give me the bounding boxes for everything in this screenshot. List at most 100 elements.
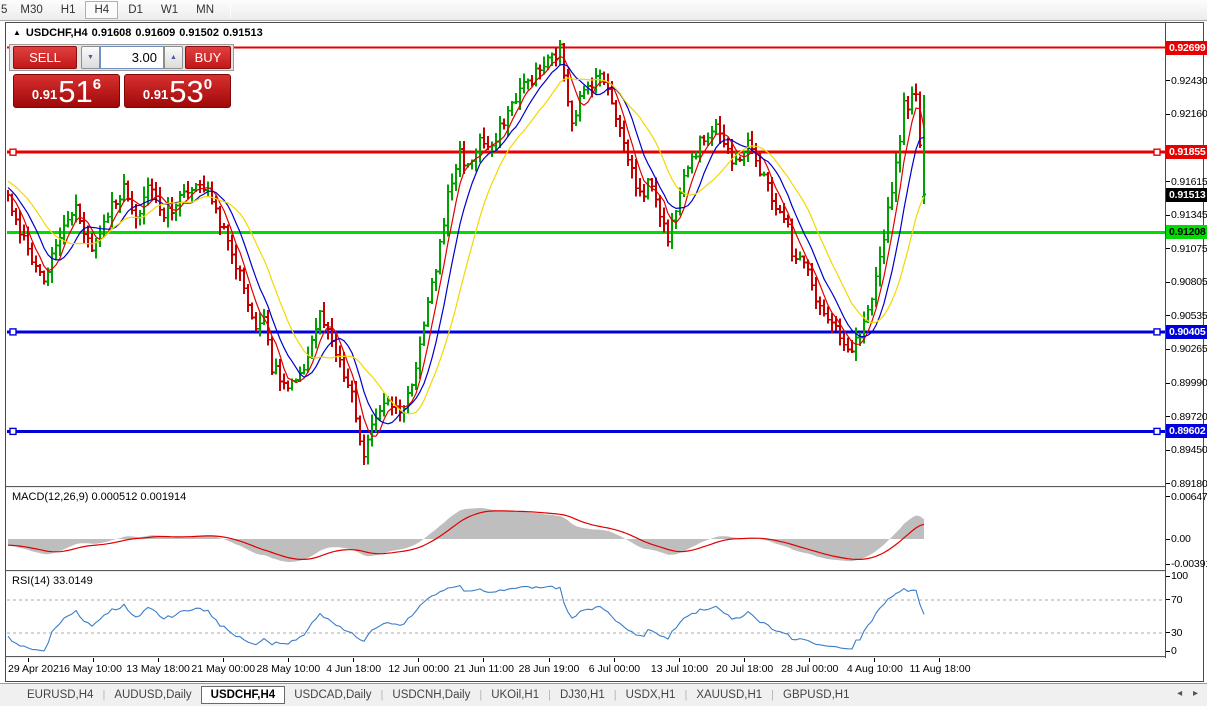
hline-anchor[interactable] (9, 427, 17, 436)
tab-separator: | (613, 689, 617, 701)
pane-separator-macd[interactable] (6, 486, 1166, 488)
volume-input[interactable] (100, 46, 164, 69)
time-tick-mark (93, 658, 94, 662)
price-axis[interactable]: 0.92430 0.92160 0.91615 0.91345 0.91075 0.908… (1166, 23, 1207, 681)
tab-USDCNH-Daily[interactable]: USDCNH,Daily (392, 689, 471, 701)
rsi-axis-label: 0 (1171, 645, 1177, 657)
time-tick-label: 12 Jun 00:00 (388, 663, 450, 675)
hline-anchor[interactable] (1153, 427, 1161, 436)
price-tick-label: 0.89720 (1171, 410, 1207, 423)
buy-button[interactable]: BUY (185, 46, 231, 69)
price-badge-0.91855: 0.91855 (1166, 145, 1207, 160)
price-tick-mark (1166, 315, 1170, 316)
price-tick-mark (1166, 215, 1170, 216)
rsi-axis-label: 70 (1171, 593, 1183, 606)
timeframe-MN[interactable]: MN (196, 4, 215, 16)
time-tick-mark (874, 658, 875, 662)
timeframe-W1[interactable]: W1 (160, 4, 179, 16)
timeframe-H1[interactable]: H1 (60, 4, 76, 16)
header-high: 0.91609 (135, 27, 176, 39)
tab-EURUSD-H4[interactable]: EURUSD,H4 (27, 689, 94, 701)
tab-scroll-left-icon[interactable]: ◂ (1177, 688, 1187, 699)
tab-XAUUSD-H1[interactable]: XAUUSD,H1 (696, 689, 763, 701)
header-open: 0.91608 (91, 27, 132, 39)
pane-separator-rsi[interactable] (6, 570, 1166, 572)
time-tick-label: 11 Aug 18:00 (909, 663, 971, 675)
time-tick-mark (679, 658, 680, 662)
time-tick-mark (223, 658, 224, 662)
tab-separator: | (380, 689, 384, 701)
hline-anchor[interactable] (9, 148, 17, 156)
buy-price-display[interactable]: 0.91 53 0 (124, 74, 231, 108)
tab-USDX-H1[interactable]: USDX,H1 (625, 689, 676, 701)
price-pane[interactable] (7, 24, 1166, 486)
price-tick-label: 0.89450 (1171, 444, 1207, 457)
tab-UKOil-H1[interactable]: UKOil,H1 (491, 689, 540, 701)
price-tick-label: 0.89990 (1171, 377, 1207, 390)
price-tick-mark (1166, 496, 1170, 497)
price-badge-0.91208: 0.91208 (1166, 225, 1207, 240)
tab-GBPUSD-H1[interactable]: GBPUSD,H1 (783, 689, 850, 701)
tab-USDCHF-H4[interactable]: USDCHF,H4 (200, 686, 286, 704)
rsi-axis-label: 30 (1171, 626, 1183, 639)
tab-DJ30-H1[interactable]: DJ30,H1 (560, 689, 605, 701)
toolbar-separator (230, 2, 232, 18)
sell-price-prefix: 0.91 (31, 87, 58, 102)
time-tick-label: 28 Jul 00:00 (781, 663, 839, 675)
header-symbol: USDCHF,H4 (25, 27, 88, 39)
price-tick-label: 0.89180 (1171, 477, 1207, 490)
time-tick-mark (939, 658, 940, 662)
hline-anchor[interactable] (1153, 328, 1161, 336)
macd-signal-line (7, 510, 925, 561)
time-tick-label: 20 Jul 18:00 (716, 663, 774, 675)
time-tick-label: 6 Jul 00:00 (588, 663, 641, 675)
down-bars (7, 43, 922, 465)
hline-anchor[interactable] (1153, 148, 1161, 156)
volume-increase-button[interactable]: ▲ (164, 46, 183, 69)
price-tick-label: 0.90805 (1171, 276, 1207, 289)
price-tick-mark (1166, 416, 1170, 417)
tab-scroll-arrows[interactable]: ◂ ▸ (1177, 688, 1202, 699)
price-badge-0.92699: 0.92699 (1166, 40, 1207, 55)
sell-button[interactable]: SELL (13, 46, 77, 69)
rsi-pane[interactable] (7, 572, 1166, 656)
timeframe-toolbar: 5 M30 H1 H4 D1 W1 MN (0, 0, 1207, 21)
sell-price-display[interactable]: 0.91 51 6 (13, 74, 120, 108)
volume-decrease-button[interactable]: ▼ (81, 46, 100, 69)
rsi-axis-label: 100 (1171, 570, 1188, 582)
time-tick-mark (158, 658, 159, 662)
ma-line-16 (7, 77, 925, 415)
timeframe-5[interactable]: 5 (1, 4, 8, 16)
tab-AUDUSD-Daily[interactable]: AUDUSD,Daily (114, 689, 192, 701)
time-tick-mark (28, 658, 29, 662)
time-tick-mark (549, 658, 550, 662)
rsi-readout: RSI(14) 33.0149 (12, 575, 93, 587)
tab-scroll-right-icon[interactable]: ▸ (1192, 688, 1202, 699)
price-tick-label: 0.92160 (1171, 108, 1207, 121)
tab-USDCAD-Daily[interactable]: USDCAD,Daily (294, 689, 372, 701)
price-tick-mark (1166, 248, 1170, 249)
price-tick-mark (1166, 539, 1170, 540)
ma-line-9 (7, 63, 925, 425)
price-badge-0.89602: 0.89602 (1166, 424, 1207, 439)
macd-pane[interactable] (7, 488, 1166, 570)
macd-axis-label: 0.00 (1171, 533, 1191, 545)
timeframe-H4[interactable]: H4 (85, 1, 119, 19)
collapse-icon[interactable]: ▲ (13, 28, 21, 37)
buy-price-prefix: 0.91 (142, 87, 169, 102)
time-tick-label: 13 May 18:00 (126, 663, 190, 675)
price-tick-label: 0.90265 (1171, 343, 1207, 356)
price-tick-label: 0.91075 (1171, 242, 1207, 255)
timeframe-M30[interactable]: M30 (20, 4, 43, 16)
candlesticks[interactable] (7, 40, 926, 465)
hline-anchor[interactable] (9, 328, 17, 336)
time-axis[interactable]: 29 Apr 2021 6 May 10:00 13 May 18:00 21 May… (6, 658, 1166, 681)
time-tick-label: 4 Jun 18:00 (326, 663, 382, 675)
buy-price-big: 53 (169, 74, 204, 109)
time-tick-mark (353, 658, 354, 662)
tab-separator: | (771, 689, 775, 701)
price-tick-label: 0.90535 (1171, 309, 1207, 322)
timeframe-D1[interactable]: D1 (128, 4, 143, 16)
time-tick-label: 21 Jun 11:00 (453, 663, 514, 675)
price-tick-mark (1166, 383, 1170, 384)
